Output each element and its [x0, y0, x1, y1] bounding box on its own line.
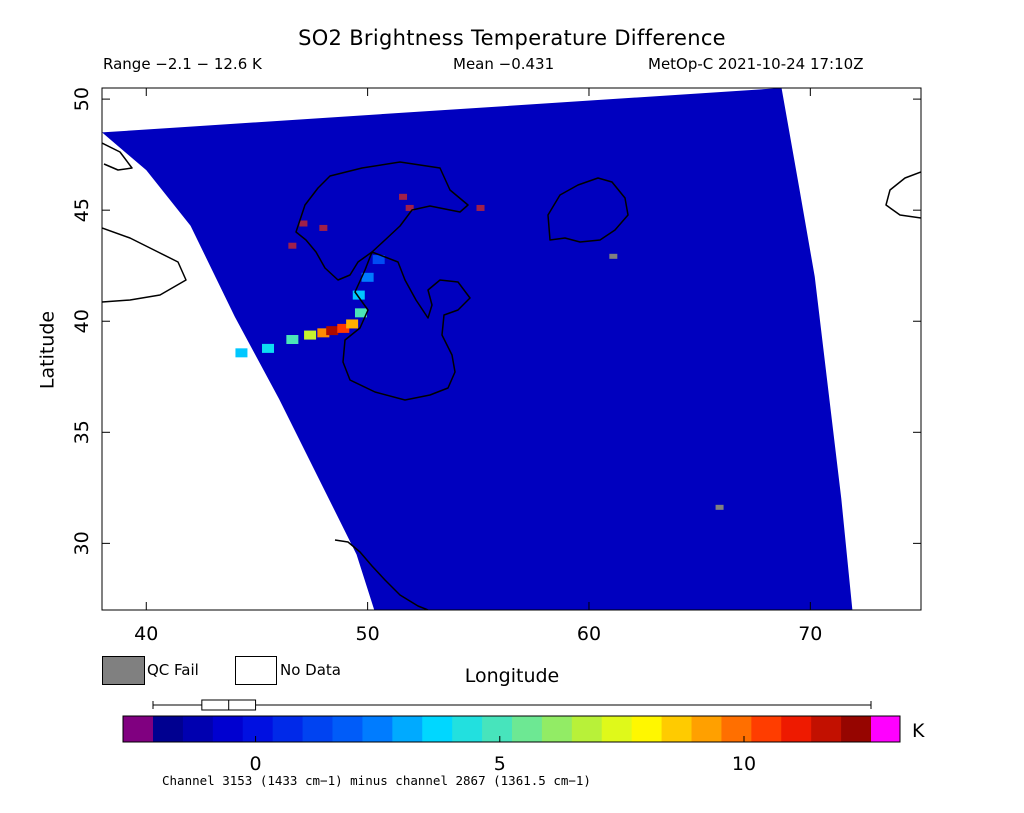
plume-pixel: [372, 255, 385, 265]
x-axis-label: Longitude: [464, 665, 560, 687]
plume-pixel: [346, 319, 359, 329]
plume-pixel: [352, 290, 365, 300]
colorbar-tick-label: 5: [494, 753, 506, 775]
channel-footnote: Channel 3153 (1433 cm−1) minus channel 2…: [162, 773, 591, 788]
colorbar-segment: [751, 716, 782, 742]
coastline: [295, 161, 469, 281]
colorbar-segment: [601, 716, 633, 742]
over-range-pixel: [299, 220, 308, 227]
y-tick-label: 40: [71, 309, 93, 333]
plot-frame: [101, 87, 922, 611]
over-range-pixel: [476, 204, 485, 211]
x-tick-label: 70: [798, 623, 822, 645]
qc-fail-pixel: [609, 253, 618, 259]
coastline: [885, 171, 921, 219]
no-data-swatch: [235, 656, 277, 685]
y-tick-label: 35: [71, 420, 93, 444]
plume-pixel: [326, 326, 339, 336]
over-range-pixel: [399, 193, 408, 200]
plume-pixel: [262, 343, 275, 353]
x-tick-label: 60: [577, 623, 601, 645]
qc-fail-pixel: [715, 504, 724, 510]
colorbar-under-swatch: [123, 716, 153, 742]
colorbar-segment: [721, 716, 752, 742]
colorbar-segment: [272, 716, 304, 742]
colorbar: 0 5 10: [122, 699, 901, 775]
colorbar-segment: [212, 716, 244, 742]
x-tick-label: 50: [356, 623, 380, 645]
colorbar-segment: [182, 716, 214, 742]
colorbar-tick-label: 10: [732, 753, 756, 775]
mean-readout: Mean −0.431: [453, 55, 555, 73]
colorbar-tick-label: 0: [250, 753, 262, 775]
qc-fail-swatch: [102, 656, 145, 685]
colorbar-segment: [631, 716, 663, 742]
colorbar-unit: K: [912, 720, 925, 742]
over-range-pixel: [405, 204, 414, 211]
colorbar-segment: [452, 716, 483, 742]
colorbar-segment: [781, 716, 812, 742]
colorbar-frame: [122, 715, 901, 743]
colorbar-segment: [332, 716, 363, 742]
plume-pixel: [317, 328, 330, 338]
colorbar-segment: [362, 716, 393, 742]
coastline: [102, 227, 187, 303]
colorbar-segment: [153, 716, 184, 742]
range-readout: Range −2.1 − 12.6 K: [103, 55, 262, 73]
colorbar-over-swatch: [871, 716, 900, 742]
colorbar-segment: [302, 716, 333, 742]
colorbar-segment: [841, 716, 872, 742]
colorbar-segment: [392, 716, 423, 742]
colorbar-segment: [661, 716, 692, 742]
plot-area: [102, 88, 921, 610]
coastline: [334, 539, 429, 610]
over-range-pixel: [319, 224, 328, 231]
plume-pixel: [337, 323, 350, 333]
colorbar-segment: [242, 716, 274, 742]
y-tick-label: 45: [71, 198, 93, 222]
plume-pixel: [354, 308, 367, 318]
no-data-label: No Data: [280, 661, 341, 679]
data-swath: [102, 88, 853, 610]
qc-fail-label: QC Fail: [147, 661, 199, 679]
over-range-pixel: [288, 242, 297, 249]
coastline: [547, 177, 629, 243]
colorbar-segment: [571, 716, 603, 742]
plume-pixel: [235, 348, 248, 358]
y-axis-label: Latitude: [36, 310, 59, 390]
plot-axes: 40 50 60 70 30 35 40 45 50: [71, 87, 922, 645]
y-tick-label: 50: [71, 87, 93, 111]
colorbar-segment: [422, 716, 453, 742]
plume-pixel: [304, 330, 317, 340]
satellite-timestamp: MetOp-C 2021-10-24 17:10Z: [648, 55, 864, 73]
colorbar-segment: [541, 716, 573, 742]
colorbar-segment: [691, 716, 722, 742]
plume-pixel: [286, 335, 299, 345]
coastline: [342, 251, 471, 401]
x-tick-label: 40: [134, 623, 158, 645]
chart-title: SO2 Brightness Temperature Difference: [298, 26, 726, 50]
colorbar-segment: [512, 716, 543, 742]
colorbar-segment: [482, 716, 513, 742]
colorbar-segment: [811, 716, 842, 742]
coastline: [102, 142, 133, 171]
plume-pixel: [361, 272, 374, 282]
y-tick-label: 30: [71, 531, 93, 555]
